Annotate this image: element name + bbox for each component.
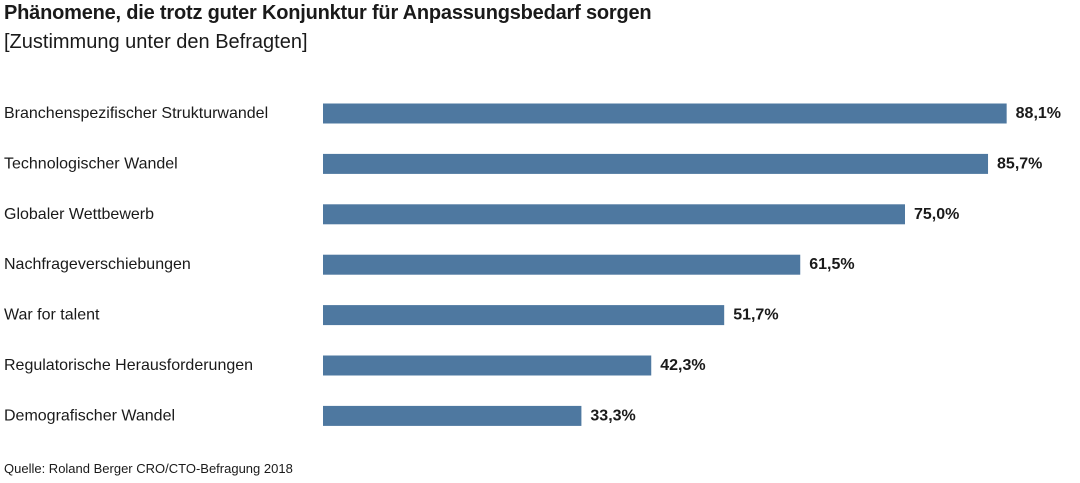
- source-note: Quelle: Roland Berger CRO/CTO-Befragung …: [4, 461, 293, 476]
- category-label: Demografischer Wandel: [4, 407, 175, 424]
- value-label: 51,7%: [733, 307, 778, 324]
- category-label: War for talent: [4, 307, 100, 324]
- value-label: 42,3%: [660, 357, 705, 374]
- category-label: Technologischer Wandel: [4, 155, 178, 172]
- bar: [323, 405, 582, 426]
- category-label: Globaler Wettbewerb: [4, 206, 154, 223]
- value-label: 75,0%: [914, 206, 959, 223]
- category-label: Nachfrageverschiebungen: [4, 256, 191, 273]
- chart-subtitle: [Zustimmung unter den Befragten]: [4, 31, 308, 53]
- bar: [323, 103, 1007, 124]
- value-label: 88,1%: [1016, 105, 1061, 122]
- value-label: 61,5%: [809, 256, 854, 273]
- bar: [323, 254, 801, 275]
- bar: [323, 204, 905, 225]
- category-label: Branchenspezifischer Strukturwandel: [4, 105, 268, 122]
- bar: [323, 153, 989, 174]
- chart-title: Phänomene, die trotz guter Konjunktur fü…: [4, 2, 652, 24]
- bar: [323, 355, 652, 376]
- value-label: 33,3%: [590, 407, 635, 424]
- bar: [323, 305, 725, 326]
- value-label: 85,7%: [997, 155, 1042, 172]
- category-label: Regulatorische Herausforderungen: [4, 357, 253, 374]
